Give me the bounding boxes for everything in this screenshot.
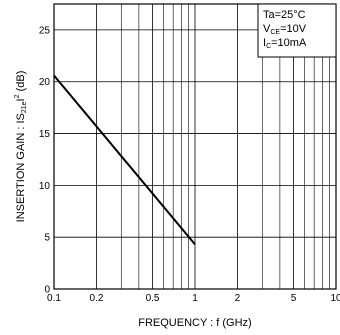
x-axis-title: FREQUENCY : f (GHz) [138, 317, 251, 329]
y-tick-label: 10 [39, 181, 51, 192]
legend-vce: VCE=10V [263, 23, 307, 36]
legend-ic: IC=10mA [263, 37, 307, 50]
legend: Ta=25°C VCE=10V IC=10mA [257, 3, 337, 58]
x-tick-label: 0.2 [89, 293, 103, 304]
y-tick-label: 0 [44, 285, 50, 296]
x-tick-labels: 0.1 0.2 0.5 1 2 5 10 [47, 293, 340, 304]
y-tick-label: 25 [39, 25, 51, 36]
legend-box [257, 3, 337, 58]
x-tick-label: 1 [192, 293, 198, 304]
x-tick-label: 10 [330, 293, 340, 304]
y-tick-label: 20 [39, 77, 51, 88]
series-layer [53, 74, 196, 246]
plot-frame [53, 3, 337, 290]
y-tick-labels: 0 5 10 15 20 25 [39, 25, 51, 295]
gain-curve [53, 74, 196, 246]
grid [54, 4, 336, 289]
y-axis-title: INSERTION GAIN : IS21eI2 (dB) [14, 71, 28, 223]
x-tick-label: 0.1 [47, 293, 61, 304]
x-tick-label: 0.5 [146, 293, 160, 304]
legend-temperature: Ta=25°C [263, 9, 306, 21]
x-tick-label: 2 [235, 293, 241, 304]
x-tick-label: 5 [291, 293, 297, 304]
y-tick-label: 5 [44, 233, 50, 244]
y-tick-label: 15 [39, 129, 51, 140]
